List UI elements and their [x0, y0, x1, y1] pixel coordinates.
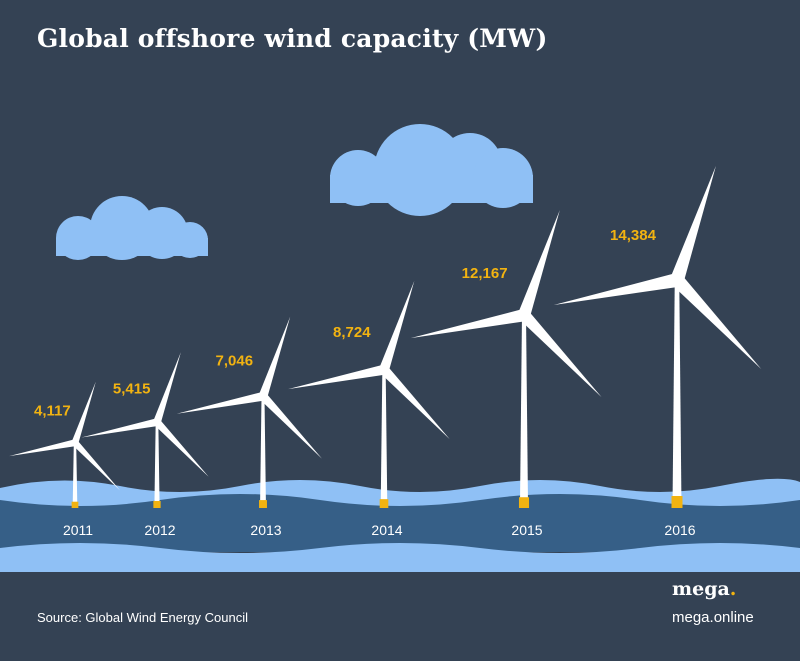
cloud-icon: [56, 196, 208, 260]
turbine-blade: [154, 419, 209, 477]
data-label: 14,384: [610, 227, 657, 244]
source-note: Source: Global Wind Energy Council: [37, 610, 248, 625]
turbine-blade: [259, 393, 323, 459]
turbine-tower: [260, 396, 266, 508]
data-label: 8,724: [333, 324, 371, 341]
turbine-blade: [380, 366, 450, 440]
turbine-blade: [72, 440, 121, 491]
data-label: 7,046: [216, 352, 254, 369]
turbine-tower: [380, 369, 388, 508]
turbine-series: 4,117 2011 5,415 2012 7,046 2013 8,724 2014 12,1…: [9, 165, 762, 538]
turbine-blade: [176, 391, 264, 414]
turbine-blade: [258, 316, 291, 398]
turbine-foundation: [71, 501, 79, 508]
turbine-mark: 8,724 2014: [288, 280, 450, 538]
x-tick-label: 2011: [63, 522, 93, 538]
turbine-tower: [519, 315, 529, 508]
turbine-blade: [9, 439, 76, 457]
turbine-blade: [553, 273, 679, 305]
turbine-blade: [71, 381, 96, 444]
turbine-mark: 7,046 2013: [176, 316, 323, 538]
turbine-blade: [379, 280, 415, 372]
turbine-foundation: [259, 500, 267, 508]
data-label: 4,117: [34, 403, 71, 420]
turbine-blade: [670, 165, 716, 283]
brand-logo-text: mega: [672, 578, 730, 600]
turbine-tower: [154, 422, 160, 508]
turbine-blade: [410, 309, 526, 339]
turbine-hub: [519, 310, 529, 320]
cloud-icon: [330, 124, 533, 216]
turbine-hub: [380, 365, 388, 374]
turbine-hub: [259, 392, 267, 400]
turbine-hub: [153, 419, 161, 426]
turbine-blade: [81, 418, 158, 438]
brand-logo-dot: .: [729, 578, 737, 600]
turbine-tower: [72, 442, 78, 508]
x-tick-label: 2015: [511, 522, 542, 538]
turbine-mark: 12,167 2015: [410, 210, 602, 538]
turbine-hub: [72, 439, 78, 446]
x-tick-label: 2012: [144, 522, 175, 538]
brand-logo: mega.: [672, 578, 736, 600]
x-tick-label: 2016: [664, 522, 695, 538]
turbine-blade: [519, 310, 602, 398]
turbine-foundation: [518, 497, 530, 508]
turbine-blade: [671, 275, 762, 370]
turbine-hub: [672, 275, 682, 285]
data-label: 12,167: [462, 265, 508, 282]
sea-wave-front: [0, 543, 800, 572]
turbine-tower: [672, 280, 682, 508]
x-tick-label: 2014: [371, 522, 402, 538]
turbine-mark: 4,117 2011: [9, 381, 121, 538]
chart-title: Global offshore wind capacity (MW): [37, 24, 548, 53]
turbine-blade: [518, 210, 560, 318]
data-label: 5,415: [113, 380, 151, 397]
turbine-blade: [288, 364, 386, 390]
turbine-mark: 5,415 2012: [81, 352, 209, 538]
turbine-blade: [153, 352, 181, 424]
turbine-foundation: [671, 496, 683, 508]
turbine-foundation: [379, 499, 389, 508]
turbine-foundation: [153, 500, 161, 508]
turbine-mark: 14,384 2016: [553, 165, 762, 538]
sea-deep-water: [0, 494, 800, 552]
brand-url: mega.online: [672, 609, 754, 626]
x-tick-label: 2013: [250, 522, 281, 538]
